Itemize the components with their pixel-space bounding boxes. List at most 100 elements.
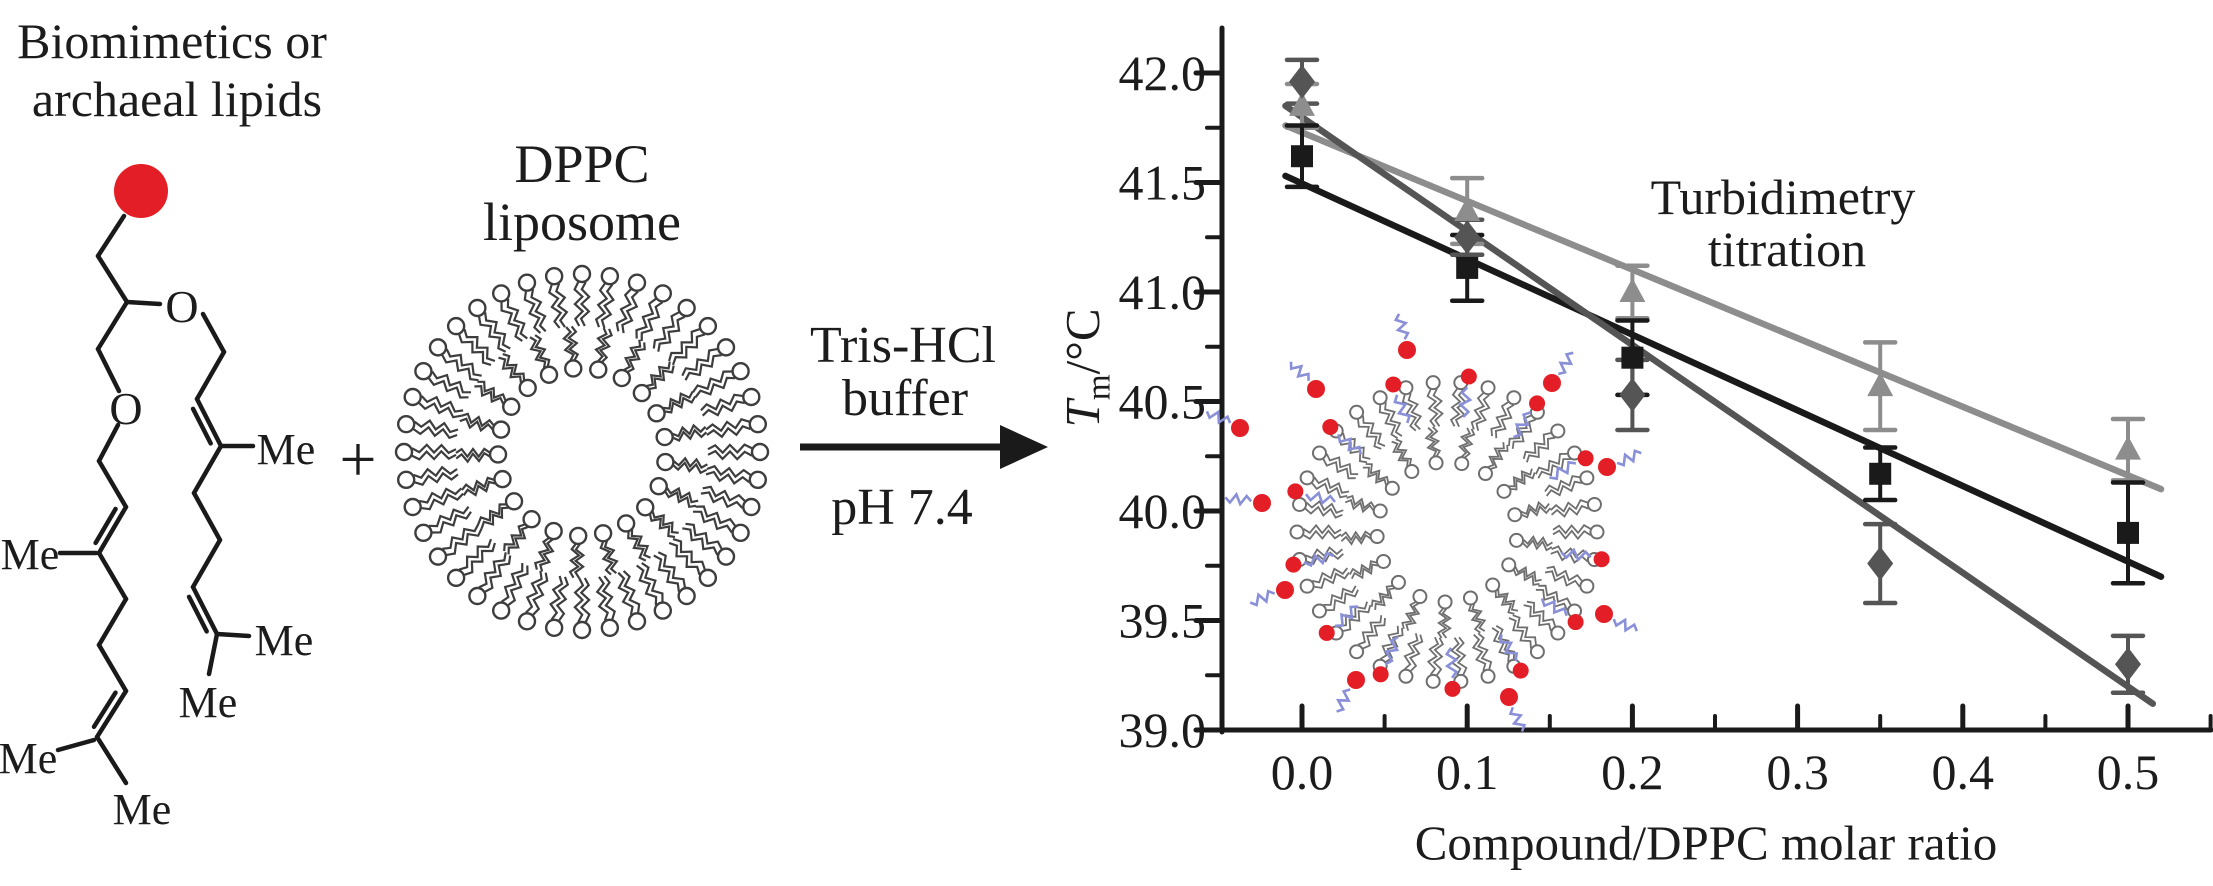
lipid-tail [1340,534,1372,546]
compound-tail [1335,688,1351,713]
lipid-tail [636,564,658,606]
lipid-head [1496,483,1512,499]
lipid-tail [1508,617,1532,649]
bond [194,349,227,402]
triangle-series-markers [1289,91,2141,460]
lipid-head [677,586,696,606]
lipid-tail [1470,392,1486,430]
reaction-arrow [800,425,1048,469]
lipid-head [698,568,718,588]
lipid-tail [622,570,641,613]
lipid-tail [671,423,707,438]
lipid-head [572,264,592,284]
square-marker [1621,346,1644,369]
lipid-head [1299,578,1315,594]
compound-tail [1337,434,1363,455]
lipid-tail [1436,607,1449,639]
lipid-head [517,273,537,292]
lipid-tail [682,527,719,556]
lipid-head [1376,553,1392,569]
compound-tail [1612,617,1639,633]
lipid-tail [705,470,750,485]
x-axis-title: Compound/DPPC molar ratio [1414,815,1998,871]
lipid-head [742,497,761,517]
lipid-tail [615,288,632,332]
lipid-tail [1450,637,1462,676]
compound-head-dot [1500,688,1518,706]
lipid-tail [645,361,671,388]
lipid-head [1404,463,1420,479]
lipid-head [1506,390,1522,406]
lipid-head [569,526,588,546]
double-bond [190,584,220,637]
lipid-tail [635,297,657,339]
lipid-tail [561,326,575,362]
compound-tail [1393,313,1410,340]
lipid-head [748,470,768,490]
lipid-tail [701,400,746,417]
lipid-tail [692,510,733,534]
lipid-tail [555,576,570,622]
bond [95,213,127,259]
lipid-tail [420,395,464,413]
lipid-tail [1535,452,1568,475]
lipid-tail [529,336,547,369]
lipid-head [403,387,422,407]
lipid-tail [414,471,459,486]
lipid-tail [1426,389,1439,428]
compound-tail [1458,386,1473,419]
lipid-tail [525,570,543,614]
diamond-marker [2115,647,2141,682]
y-axis-title-units: /°C [1054,308,1110,375]
methyl-label: Me [179,678,238,727]
compound-head-dot [1593,551,1610,568]
lipid-head [589,360,608,379]
lipid-tail [445,348,482,377]
lipid-tail [594,327,608,363]
lipid-tail [702,485,746,502]
lipid-tail [446,527,483,557]
bond [94,734,129,786]
lipid-tail [1457,427,1472,458]
compound-tail [1384,635,1400,666]
lipid-tail [1494,590,1515,615]
y-tick-label: 39.0 [1119,702,1207,758]
lipid-head [504,492,524,511]
lipid-tail [672,428,708,442]
lipid-tail [1384,402,1403,437]
lipid-tail [1537,458,1571,479]
oxygen-label: O [109,383,142,434]
compound-head-dot [1577,450,1594,467]
lipid-tail [1395,438,1413,466]
lipid-tail [554,283,569,328]
compound-tail [1224,491,1253,507]
compound-head-dot [1385,376,1402,393]
lipid-head [1579,470,1595,486]
lipid-tail [1449,388,1462,427]
compound-tail [1558,351,1574,376]
lipid-tail [1303,523,1342,535]
lipid-head [1311,603,1327,619]
bond [190,537,223,590]
lipid-tail [640,301,664,342]
lipid-tail [603,540,619,575]
y-tick-label: 41.5 [1119,155,1207,211]
lipid-tail [692,370,732,393]
triangle-marker [1619,278,1646,302]
lipid-tail [664,490,697,509]
lipid-tail [1344,498,1375,514]
chart-annotation-line1: Turbidimetry [1650,169,1916,225]
lipid-tail [599,541,614,576]
lipid-tail [573,577,585,623]
lipid-tail [1550,498,1588,513]
lipid-tail [657,551,687,588]
lipid-tail [1357,419,1382,450]
x-tick-label: 0.2 [1601,744,1664,800]
lipid-head [716,547,736,566]
lipid-head [428,338,448,357]
lipid-tail [455,447,491,459]
lipid-head [518,378,537,398]
bond [96,550,129,602]
lipid-tail [1340,530,1372,542]
double-bond [93,506,118,546]
